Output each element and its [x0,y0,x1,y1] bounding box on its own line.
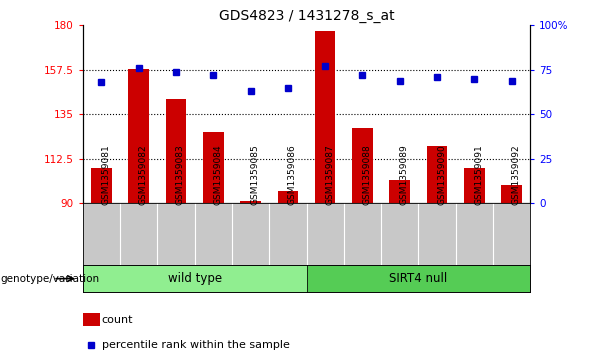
Bar [352,128,373,203]
Text: genotype/variation: genotype/variation [1,274,100,284]
Bar [129,69,149,203]
Text: GSM1359089: GSM1359089 [400,144,409,205]
Bar [240,201,261,203]
Text: count: count [102,315,133,325]
Text: GSM1359082: GSM1359082 [139,144,148,205]
Bar [464,168,484,203]
Text: GSM1359085: GSM1359085 [251,144,259,205]
Bar [501,185,522,203]
Text: SIRT4 null: SIRT4 null [389,272,447,285]
Text: GSM1359083: GSM1359083 [176,144,185,205]
Text: GSM1359090: GSM1359090 [437,144,446,205]
Text: GSM1359087: GSM1359087 [325,144,334,205]
Text: GSM1359088: GSM1359088 [362,144,371,205]
Text: percentile rank within the sample: percentile rank within the sample [102,340,289,350]
Text: GSM1359091: GSM1359091 [474,144,483,205]
Text: GDS4823 / 1431278_s_at: GDS4823 / 1431278_s_at [219,9,394,23]
Text: GSM1359084: GSM1359084 [213,144,223,205]
Bar [278,191,298,203]
Bar [166,98,186,203]
Bar [306,265,530,292]
Bar [83,265,306,292]
Text: GSM1359081: GSM1359081 [101,144,110,205]
Bar [315,31,335,203]
Bar [389,180,410,203]
Bar [91,168,112,203]
Text: GSM1359092: GSM1359092 [512,144,520,205]
Text: GSM1359086: GSM1359086 [288,144,297,205]
Text: wild type: wild type [167,272,222,285]
Bar [83,313,100,326]
Bar [203,132,224,203]
Bar [427,146,447,203]
